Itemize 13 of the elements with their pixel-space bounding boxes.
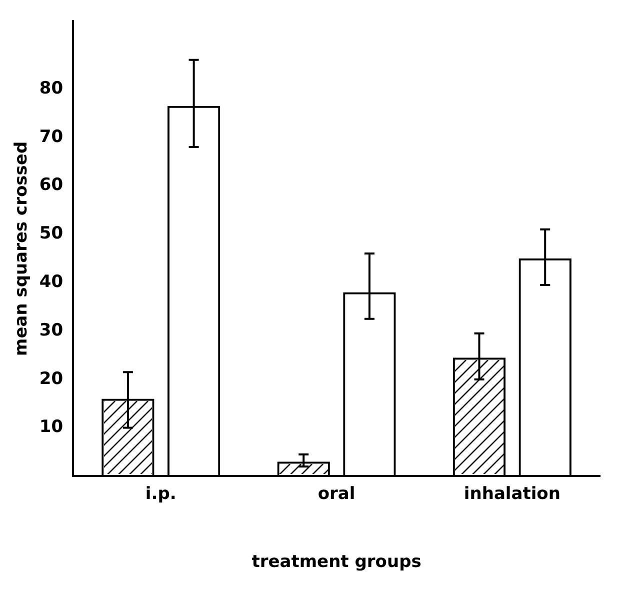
y-tick-label: 80 [39, 78, 64, 98]
y-tick-label: 40 [39, 272, 64, 292]
y-tick-label: 60 [39, 175, 64, 196]
x-tick-label: i.p. [145, 484, 176, 504]
y-tick-label: 20 [39, 368, 64, 389]
y-tick-label: 10 [39, 417, 64, 438]
x-axis-title: treatment groups [252, 552, 422, 572]
x-tick-label: oral [318, 484, 356, 504]
y-tick-label: 70 [39, 126, 64, 147]
y-tick-label: 30 [39, 320, 64, 340]
y-axis-title: mean squares crossed [12, 141, 32, 356]
x-tick-label: inhalation [464, 484, 560, 504]
y-tick-label: 50 [39, 224, 64, 244]
